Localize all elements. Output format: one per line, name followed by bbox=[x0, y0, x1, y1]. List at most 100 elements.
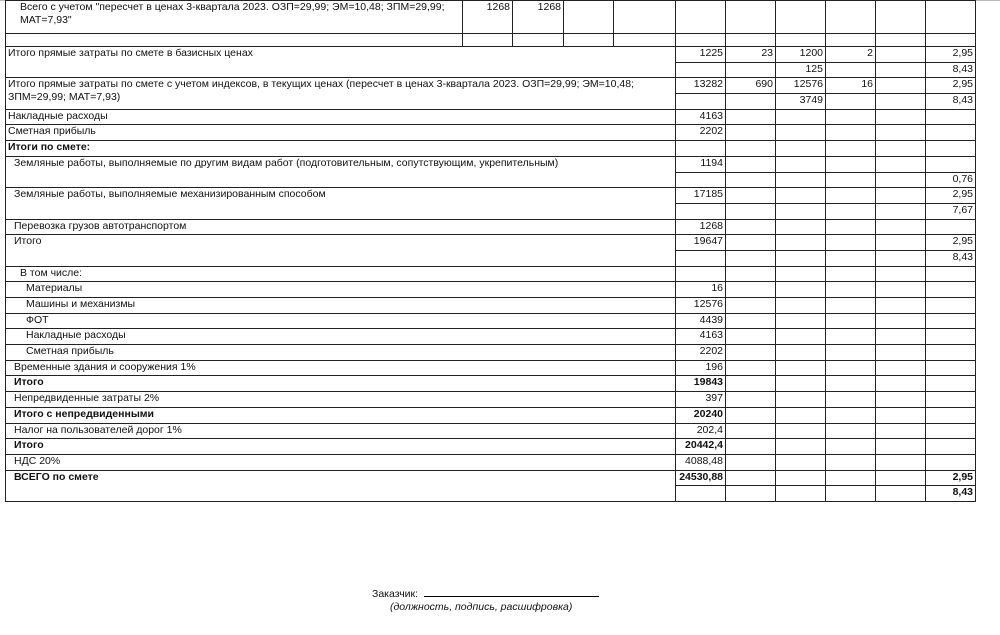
cell[interactable] bbox=[613, 0, 676, 34]
cell[interactable]: 2,95 bbox=[925, 77, 976, 95]
cell[interactable] bbox=[725, 359, 776, 377]
cell[interactable] bbox=[675, 61, 726, 79]
cell[interactable]: 16 bbox=[675, 281, 726, 298]
row-label[interactable]: Итого bbox=[5, 438, 676, 455]
cell[interactable] bbox=[925, 33, 976, 47]
cell[interactable]: 1225 bbox=[675, 46, 726, 63]
row-label[interactable]: Материалы bbox=[5, 281, 676, 298]
cell[interactable]: 0,76 bbox=[925, 171, 976, 189]
cell[interactable] bbox=[725, 108, 776, 126]
cell[interactable] bbox=[825, 328, 876, 346]
cell[interactable] bbox=[825, 469, 876, 487]
cell[interactable]: 1268 bbox=[462, 0, 513, 34]
cell[interactable] bbox=[675, 485, 726, 502]
row-label[interactable]: НДС 20% bbox=[5, 453, 676, 471]
cell[interactable] bbox=[875, 61, 926, 79]
cell[interactable] bbox=[925, 391, 976, 408]
cell[interactable] bbox=[825, 171, 876, 189]
cell[interactable] bbox=[875, 312, 926, 330]
cell[interactable] bbox=[725, 249, 776, 267]
cell[interactable] bbox=[925, 328, 976, 346]
cell[interactable] bbox=[825, 422, 876, 440]
cell[interactable] bbox=[875, 202, 926, 220]
cell[interactable] bbox=[725, 187, 776, 204]
cell[interactable] bbox=[875, 171, 926, 189]
cell[interactable] bbox=[775, 140, 826, 157]
cell[interactable] bbox=[875, 281, 926, 298]
cell[interactable] bbox=[775, 218, 826, 236]
cell[interactable] bbox=[775, 344, 826, 361]
cell[interactable]: 1194 bbox=[675, 155, 726, 173]
row-label[interactable]: Земляные работы, выполняемые по другим в… bbox=[5, 155, 676, 189]
cell[interactable] bbox=[775, 0, 826, 34]
cell[interactable]: 20442,4 bbox=[675, 438, 726, 455]
cell[interactable] bbox=[675, 93, 726, 110]
cell[interactable] bbox=[725, 453, 776, 471]
cell[interactable] bbox=[925, 438, 976, 455]
cell[interactable] bbox=[875, 108, 926, 126]
row-label[interactable]: Итого bbox=[5, 375, 676, 393]
cell[interactable] bbox=[675, 171, 726, 189]
cell[interactable] bbox=[925, 108, 976, 126]
cell[interactable] bbox=[725, 61, 776, 79]
cell[interactable] bbox=[825, 140, 876, 157]
cell[interactable] bbox=[925, 155, 976, 173]
cell[interactable]: 8,43 bbox=[925, 249, 976, 267]
cell[interactable] bbox=[775, 155, 826, 173]
cell[interactable] bbox=[875, 375, 926, 393]
cell[interactable] bbox=[875, 406, 926, 424]
cell[interactable] bbox=[825, 312, 876, 330]
row-label[interactable]: Непредвиденные затраты 2% bbox=[5, 391, 676, 408]
cell[interactable] bbox=[875, 328, 926, 346]
cell[interactable] bbox=[825, 249, 876, 267]
cell[interactable] bbox=[775, 265, 826, 283]
cell[interactable] bbox=[825, 61, 876, 79]
row-label[interactable]: Итого bbox=[5, 234, 676, 267]
cell[interactable] bbox=[675, 202, 726, 220]
cell[interactable] bbox=[825, 375, 876, 393]
cell[interactable] bbox=[875, 77, 926, 95]
cell[interactable] bbox=[825, 297, 876, 314]
cell[interactable] bbox=[775, 375, 826, 393]
cell[interactable] bbox=[825, 187, 876, 204]
cell[interactable] bbox=[675, 33, 726, 47]
cell[interactable] bbox=[775, 108, 826, 126]
cell[interactable] bbox=[725, 438, 776, 455]
row-label[interactable]: Сметная прибыль bbox=[5, 344, 676, 361]
cell[interactable]: 196 bbox=[675, 359, 726, 377]
cell[interactable] bbox=[725, 234, 776, 251]
cell[interactable] bbox=[775, 406, 826, 424]
cell[interactable] bbox=[875, 344, 926, 361]
row-label[interactable]: В том числе: bbox=[5, 265, 676, 283]
cell[interactable] bbox=[725, 422, 776, 440]
cell[interactable] bbox=[775, 171, 826, 189]
cell[interactable]: 2202 bbox=[675, 344, 726, 361]
cell[interactable] bbox=[875, 297, 926, 314]
cell[interactable]: 2,95 bbox=[925, 234, 976, 251]
cell[interactable]: 8,43 bbox=[925, 93, 976, 110]
cell[interactable] bbox=[675, 0, 726, 34]
cell[interactable]: 690 bbox=[725, 77, 776, 95]
cell[interactable]: 17185 bbox=[675, 187, 726, 204]
cell[interactable] bbox=[775, 438, 826, 455]
cell[interactable]: 20240 bbox=[675, 406, 726, 424]
cell[interactable]: 16 bbox=[825, 77, 876, 95]
cell[interactable] bbox=[925, 218, 976, 236]
cell[interactable] bbox=[775, 202, 826, 220]
cell[interactable] bbox=[775, 281, 826, 298]
cell[interactable]: 12576 bbox=[675, 297, 726, 314]
row-label[interactable]: ВСЕГО по смете bbox=[5, 469, 676, 502]
cell[interactable] bbox=[875, 469, 926, 487]
cell[interactable] bbox=[825, 234, 876, 251]
cell[interactable]: 3749 bbox=[775, 93, 826, 110]
cell[interactable] bbox=[725, 93, 776, 110]
row-label[interactable]: Земляные работы, выполняемые механизиров… bbox=[5, 187, 676, 220]
cell[interactable] bbox=[875, 485, 926, 502]
cell[interactable] bbox=[925, 344, 976, 361]
cell[interactable] bbox=[725, 218, 776, 236]
cell[interactable] bbox=[825, 406, 876, 424]
cell[interactable] bbox=[725, 281, 776, 298]
cell[interactable] bbox=[925, 422, 976, 440]
cell[interactable] bbox=[875, 155, 926, 173]
cell[interactable] bbox=[725, 265, 776, 283]
